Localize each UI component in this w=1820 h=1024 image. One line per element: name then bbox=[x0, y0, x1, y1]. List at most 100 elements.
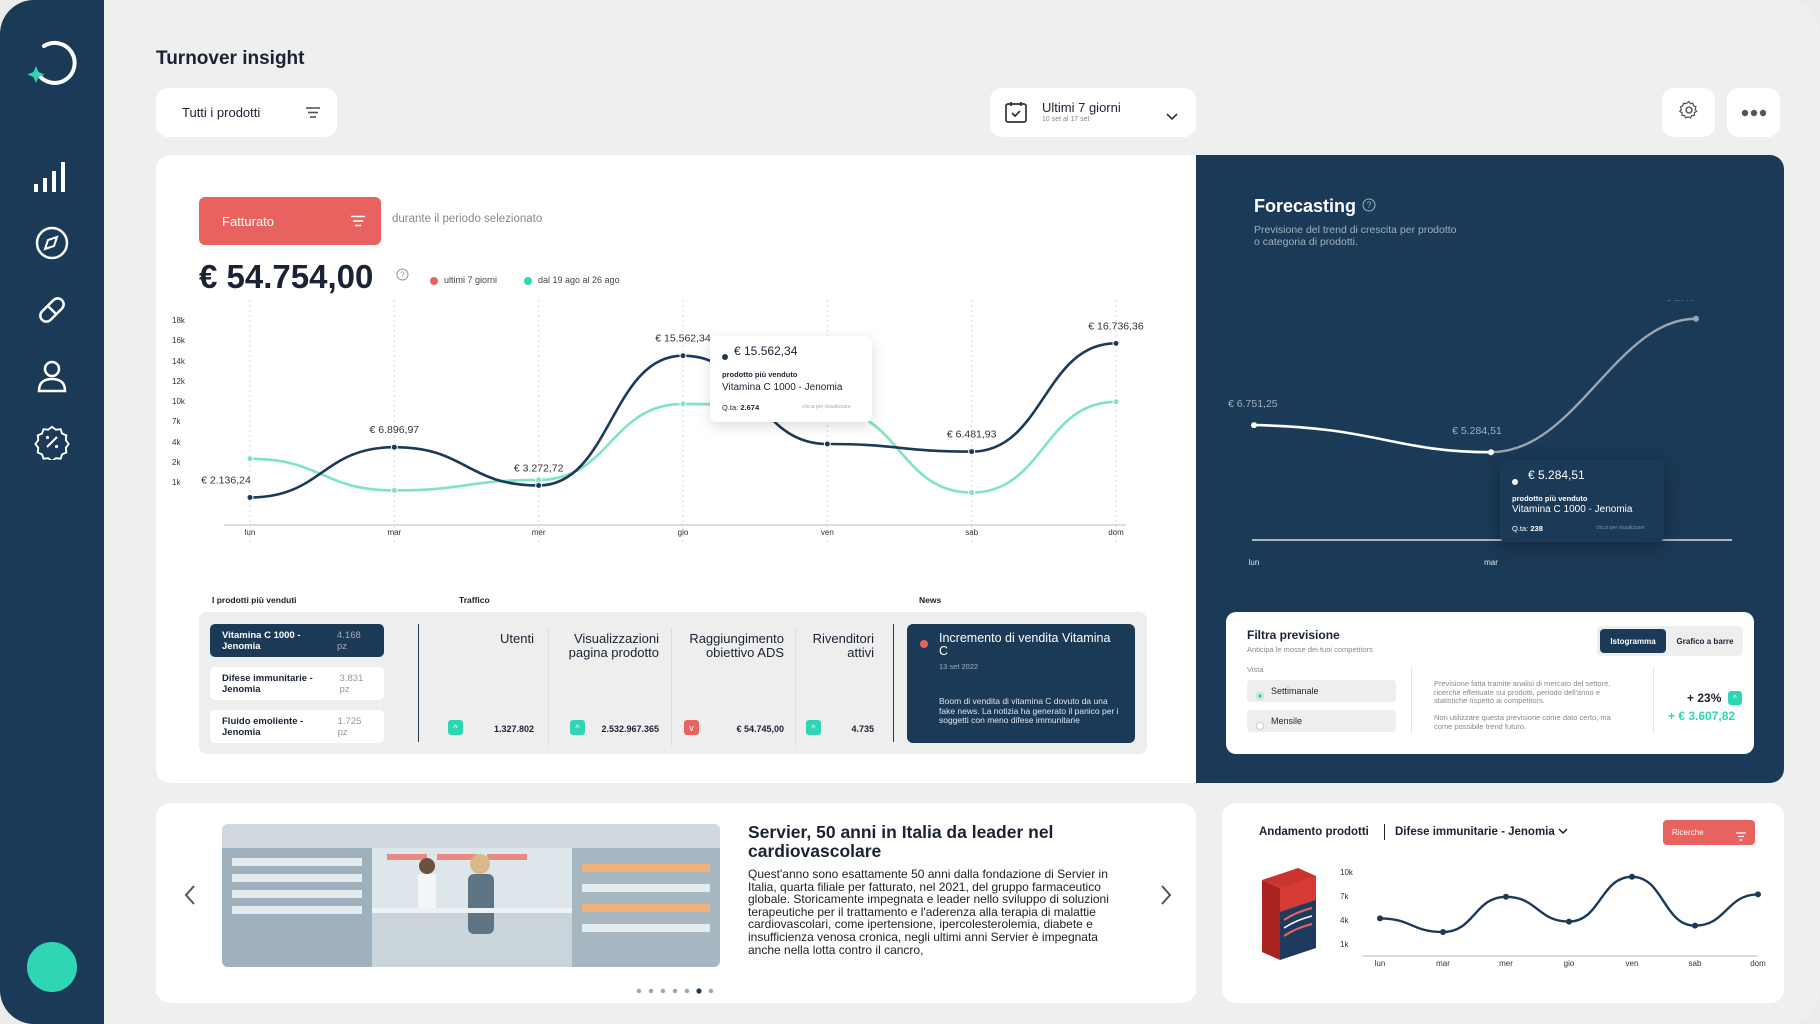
view-option-weekly[interactable]: Settimanale bbox=[1247, 680, 1396, 702]
radio-selected-icon bbox=[1256, 687, 1264, 705]
forecast-pct: + 23% bbox=[1687, 691, 1722, 705]
compass-icon[interactable] bbox=[26, 217, 78, 269]
settings-button[interactable] bbox=[1662, 88, 1715, 137]
data-point bbox=[390, 443, 398, 451]
top-product-qty: 4.168 pz bbox=[336, 629, 361, 652]
help-icon[interactable]: ? bbox=[1362, 198, 1376, 217]
help-icon[interactable]: ? bbox=[396, 268, 409, 286]
view-option-label: Settimanale bbox=[1271, 686, 1319, 696]
data-point bbox=[1566, 918, 1572, 925]
y-tick-label: 18k bbox=[172, 316, 186, 325]
carousel-dots bbox=[636, 982, 718, 1000]
data-label: € 6.751,25 bbox=[1228, 398, 1278, 410]
carousel-next-icon[interactable] bbox=[1159, 884, 1173, 911]
forecast-note-disclaimer: Non utilizzare questa previsione come da… bbox=[1434, 713, 1611, 731]
tab-histogram[interactable]: Istogramma bbox=[1600, 629, 1666, 653]
forecast-filter-title: Filtra previsione bbox=[1247, 628, 1340, 642]
article-image bbox=[222, 824, 720, 967]
data-point bbox=[246, 455, 254, 463]
data-label: € 16.736,36 bbox=[1088, 320, 1144, 332]
data-point bbox=[679, 352, 687, 360]
x-tick-label: sab bbox=[1689, 959, 1702, 968]
user-icon[interactable] bbox=[26, 350, 78, 402]
traffic-column-views: Visualizzazioni pagina prodotto ^ 2.532.… bbox=[556, 628, 669, 748]
tooltip-product: Vitamina C 1000 - Jenomia bbox=[1512, 504, 1633, 515]
tab-bar-chart[interactable]: Grafico a barre bbox=[1676, 636, 1734, 646]
product-selector[interactable]: Difese immunitarie - Jenomia bbox=[1395, 826, 1568, 838]
trend-up-icon: ^ bbox=[806, 720, 821, 735]
y-tick-label: 16k bbox=[172, 336, 186, 345]
analytics-icon[interactable] bbox=[26, 150, 78, 202]
tooltip-hint: clicca per visualizzare bbox=[802, 404, 851, 410]
traffic-column-users: Utenti ^ 1.327.802 bbox=[434, 628, 544, 748]
svg-text:?: ? bbox=[1366, 200, 1371, 210]
data-label: € 17... bbox=[1665, 300, 1694, 304]
divider bbox=[1411, 668, 1412, 734]
article-title[interactable]: Servier, 50 anni in Italia da leader nel… bbox=[748, 822, 1054, 861]
article-body: Quest'anno sono esattamente 50 anni dall… bbox=[748, 867, 1109, 957]
carousel-prev-icon[interactable] bbox=[183, 884, 197, 911]
date-range-picker[interactable]: Ultimi 7 giorni 10 set al 17 set bbox=[990, 88, 1196, 137]
data-point bbox=[535, 481, 543, 489]
product-box-image bbox=[1258, 860, 1320, 964]
data-point bbox=[1488, 449, 1494, 456]
x-tick-label: dom bbox=[1108, 528, 1124, 537]
revenue-line-chart[interactable]: 18k 16k 14k 12k 10k 7k 4k 2k 1k lun mar mer gio ven sa… bbox=[156, 300, 1156, 580]
discount-icon[interactable] bbox=[26, 416, 78, 468]
period-caption: durante il periodo selezionato bbox=[392, 213, 543, 225]
sidebar bbox=[0, 0, 104, 1024]
top-product-item[interactable]: Fluido emoliente - Jenomia 1.725 pz bbox=[210, 710, 384, 743]
traffic-label: Visualizzazioni pagina prodotto bbox=[568, 631, 659, 660]
chart-tooltip[interactable]: € 15.562,34 prodotto più venduto Vitamin… bbox=[710, 336, 872, 422]
product-trend-chart[interactable]: 10k 7k 4k 1k lun mar mer gio ven sab dom bbox=[1340, 860, 1770, 972]
more-options-button[interactable] bbox=[1727, 88, 1780, 137]
news-card[interactable]: Incremento di vendita Vitamina C 13 set … bbox=[907, 624, 1135, 743]
tooltip-value: € 5.284,51 bbox=[1528, 468, 1585, 482]
traffic-label: Utenti bbox=[500, 631, 534, 646]
revenue-total: € 54.754,00 bbox=[199, 258, 374, 295]
top-product-item[interactable]: Difese immunitarie - Jenomia 3.831 pz bbox=[210, 667, 384, 700]
legend-previous-label: dal 19 ago al 26 ago bbox=[538, 275, 620, 285]
logo-icon[interactable] bbox=[26, 34, 82, 90]
x-tick-label: sab bbox=[965, 528, 978, 537]
tooltip-value: € 15.562,34 bbox=[734, 344, 798, 358]
traffic-value: € 54.745,00 bbox=[736, 724, 784, 734]
data-point bbox=[1503, 893, 1509, 900]
tooltip-qty: Q.ta: 238 bbox=[1512, 524, 1543, 533]
metric-selector-button[interactable]: Fatturato bbox=[199, 197, 381, 245]
pill-icon[interactable] bbox=[26, 284, 78, 336]
chevron-down-icon bbox=[1558, 826, 1568, 838]
view-option-label: Mensile bbox=[1271, 716, 1303, 726]
data-label: € 15.562,34 bbox=[655, 333, 711, 345]
forecast-tooltip[interactable]: € 5.284,51 prodotto più venduto Vitamina… bbox=[1500, 460, 1664, 542]
radio-icon bbox=[1256, 717, 1264, 735]
legend-current-swatch bbox=[430, 276, 438, 285]
x-tick-label: gio bbox=[1564, 959, 1575, 968]
product-trend-title: Andamento prodotti bbox=[1259, 826, 1369, 838]
divider bbox=[795, 628, 796, 746]
trend-up-icon: ^ bbox=[1728, 691, 1742, 705]
divider bbox=[671, 628, 672, 746]
forecast-line-chart[interactable]: lun mar € 6.751,25 € 5.284,51 € 17... bbox=[1196, 300, 1784, 580]
filter-icon bbox=[351, 214, 365, 232]
top-product-item[interactable]: Vitamina C 1000 - Jenomia 4.168 pz bbox=[210, 624, 384, 657]
legend-current: ultimi 7 giorni bbox=[430, 275, 497, 285]
forecast-note-method: Previsione fatta tramite analisi di merc… bbox=[1434, 679, 1611, 705]
chevron-down-icon bbox=[1166, 108, 1178, 126]
y-tick-label: 10k bbox=[1340, 868, 1354, 877]
products-filter[interactable]: Tutti i prodotti bbox=[156, 88, 337, 137]
filter-icon bbox=[1736, 828, 1746, 846]
filter-icon bbox=[305, 106, 321, 124]
search-metric-button[interactable]: Ricerche bbox=[1663, 820, 1755, 845]
tooltip-bullet-icon bbox=[722, 347, 728, 365]
top-product-name: Fluido emoliente - Jenomia bbox=[222, 715, 304, 738]
divider bbox=[893, 624, 894, 742]
y-tick-label: 2k bbox=[172, 458, 181, 467]
trend-up-icon: ^ bbox=[448, 720, 463, 735]
y-tick-label: 1k bbox=[1340, 940, 1349, 949]
assistant-button[interactable] bbox=[27, 942, 77, 992]
legend-previous: dal 19 ago al 26 ago bbox=[524, 275, 620, 285]
view-option-monthly[interactable]: Mensile bbox=[1247, 710, 1396, 732]
divider bbox=[548, 628, 549, 746]
